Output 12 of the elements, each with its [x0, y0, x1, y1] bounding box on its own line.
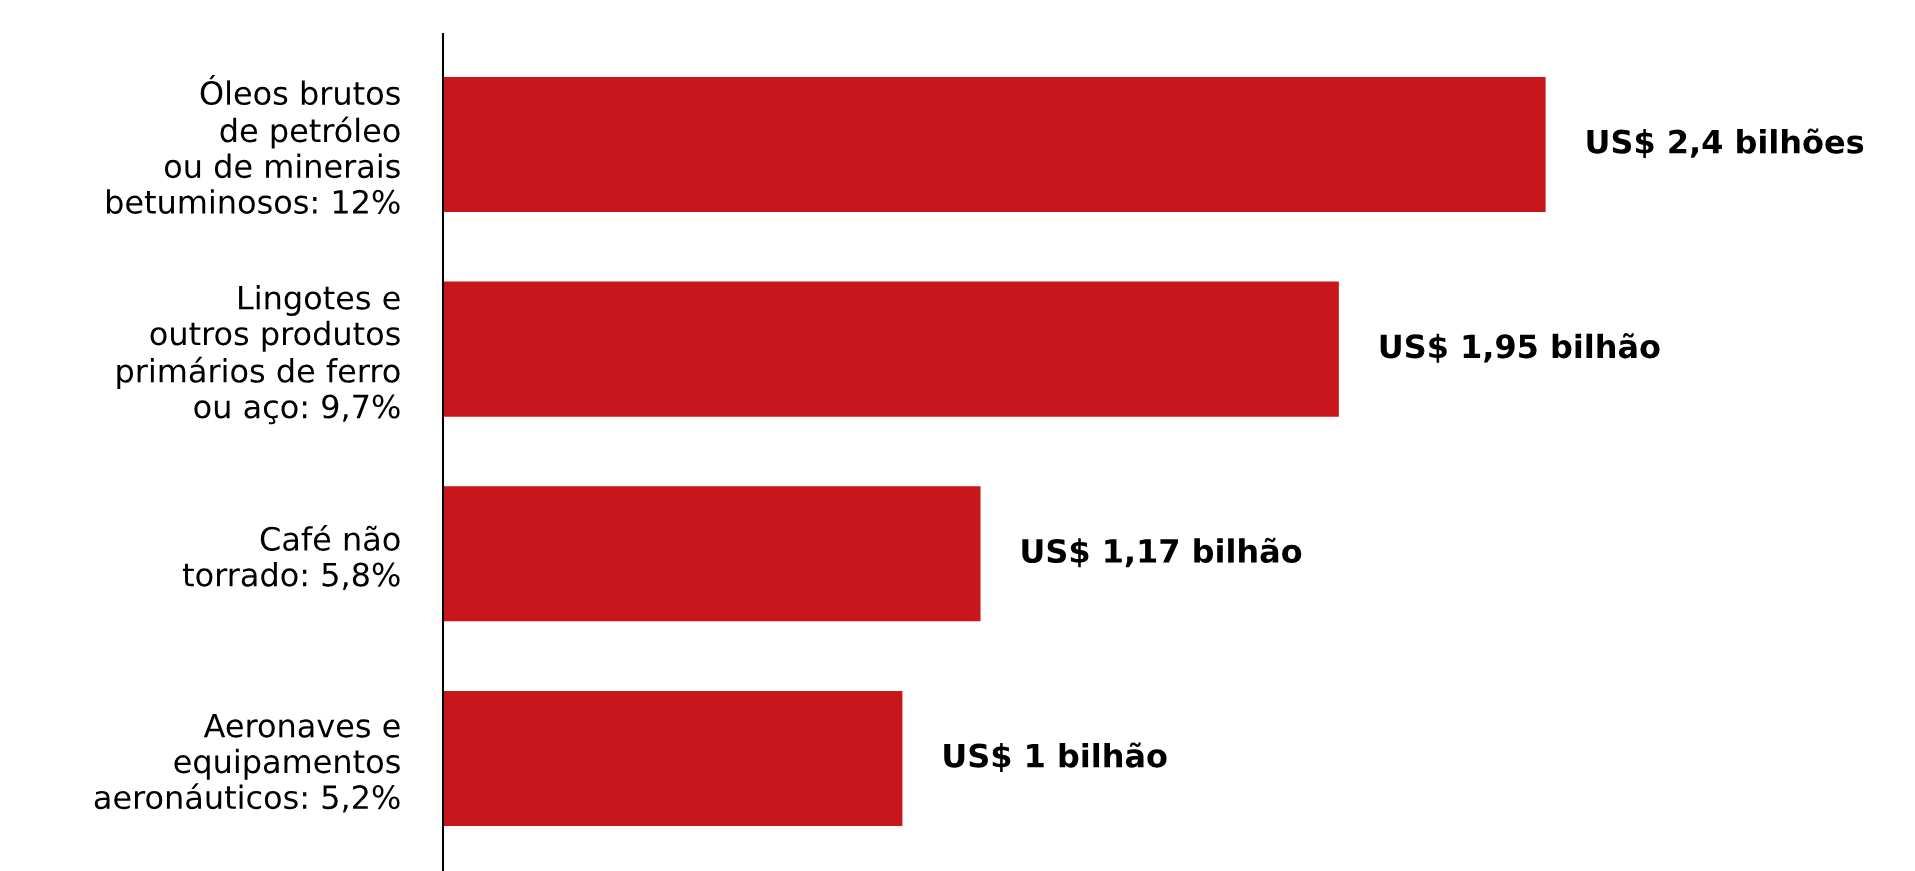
y-tick-label: Café não torrado: 5,8% — [182, 524, 400, 590]
bar — [443, 690, 903, 826]
data-label: US$ 1 bilhão — [944, 742, 1167, 772]
bar — [443, 76, 1546, 213]
data-label: US$ 1,17 bilhão — [1022, 537, 1302, 568]
y-tick-label: Lingotes e outros produtos primários de ferro ou aço: 9,7% — [117, 285, 400, 425]
bar — [443, 486, 981, 622]
data-label: US$ 1,95 bilhão — [1380, 333, 1660, 363]
y-tick-label: Óleos brutos de petróleo ou de minerais betuminosos: 12% — [107, 75, 400, 214]
data-label: US$ 2,4 bilhões — [1587, 128, 1864, 159]
y-tick-label: Aeronaves e equipamentos aeronáuticos: 5,2% — [94, 713, 400, 813]
bar — [443, 281, 1339, 417]
